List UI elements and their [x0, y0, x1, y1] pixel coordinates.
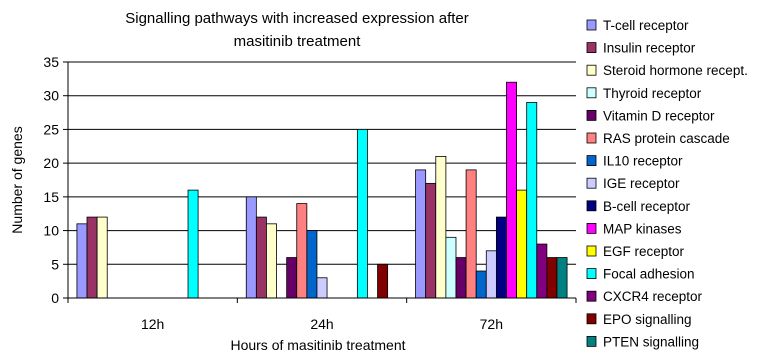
legend-swatch	[586, 87, 597, 99]
legend-label: T-cell receptor	[603, 18, 689, 33]
legend-swatch	[586, 245, 597, 257]
bar-ras-protein-cascade-72h	[465, 169, 477, 299]
legend-label: MAP kinases	[603, 221, 682, 236]
legend-label: RAS protein cascade	[603, 131, 730, 146]
legend-swatch	[586, 335, 597, 347]
bars	[76, 81, 568, 299]
bar-thyroid-receptor-72h	[445, 236, 457, 299]
legend-label: Steroid hormone recept.	[603, 63, 748, 78]
legend-swatch	[586, 177, 597, 189]
bar-il10-receptor-24h	[306, 230, 318, 299]
bar-focal-adhesion-72h	[526, 102, 538, 299]
y-tick-label: 30	[43, 88, 59, 104]
bar-steroid-hormone-recept-72h	[435, 155, 447, 299]
legend-swatch	[586, 222, 597, 234]
x-tick-label: 12h	[141, 316, 164, 332]
y-tick-label: 10	[43, 223, 59, 239]
bar-ige-receptor-24h	[316, 277, 328, 299]
legend-swatch	[586, 132, 597, 144]
bar-t-cell-receptor-24h	[245, 196, 257, 299]
bar-steroid-hormone-recept-12h	[96, 216, 108, 299]
legend-swatch	[586, 64, 597, 76]
legend-label: EGF receptor	[603, 244, 685, 259]
bar-insulin-receptor-12h	[86, 216, 98, 299]
x-tick-label: 72h	[480, 316, 503, 332]
legend-label: Thyroid receptor	[603, 86, 702, 101]
y-tick-label: 0	[51, 290, 59, 306]
bar-epo-signalling-24h	[377, 263, 389, 299]
legend: T-cell receptor Insulin receptor Steroid h…	[586, 18, 748, 349]
legend-swatch	[586, 19, 597, 31]
legend-swatch	[586, 268, 597, 280]
y-tick-label: 35	[43, 54, 59, 70]
legend-label: Insulin receptor	[603, 41, 696, 56]
y-tick-label: 5	[51, 256, 59, 272]
chart-title-line-1: Signalling pathways with increased expre…	[125, 10, 469, 27]
legend-swatch	[586, 155, 597, 167]
x-ticks: 12h 24h 72h	[67, 298, 577, 332]
bar-steroid-hormone-recept-24h	[266, 223, 277, 299]
bar-vitamin-d-receptor-72h	[455, 257, 467, 299]
legend-label: B-cell receptor	[603, 199, 691, 214]
bar-map-kinases-72h	[506, 81, 517, 299]
legend-swatch	[586, 313, 597, 325]
bar-cxcr4-receptor-72h	[536, 243, 548, 299]
legend-label: EPO signalling	[603, 312, 692, 327]
legend-swatch	[586, 290, 597, 302]
y-axis-label: Number of genes	[9, 126, 25, 233]
bar-b-cell-receptor-72h	[495, 216, 507, 299]
chart-title-line-2: masitinib treatment	[234, 33, 362, 50]
y-tick-label: 25	[43, 121, 59, 137]
bar-ras-protein-cascade-24h	[296, 203, 308, 299]
y-tick-label: 15	[43, 189, 59, 205]
y-tick-label: 20	[43, 155, 59, 171]
x-axis-label: Hours of masitinib treatment	[230, 337, 405, 353]
gridlines	[68, 61, 576, 265]
legend-label: PTEN signalling	[603, 334, 699, 349]
bar-insulin-receptor-72h	[425, 182, 437, 299]
legend-label: IL10 receptor	[603, 154, 683, 169]
bar-insulin-receptor-24h	[255, 216, 267, 299]
axes	[67, 62, 576, 299]
legend-label: IGE receptor	[603, 176, 680, 191]
bar-il10-receptor-72h	[475, 270, 487, 299]
bar-ige-receptor-72h	[485, 250, 497, 299]
x-tick-label: 24h	[310, 316, 333, 332]
bar-focal-adhesion-12h	[187, 189, 199, 299]
legend-label: Focal adhesion	[603, 267, 695, 282]
bar-focal-adhesion-24h	[356, 129, 368, 299]
bar-epo-signalling-72h	[546, 257, 558, 299]
y-ticks: 0 5 10 15 20 25 30 35	[43, 54, 68, 306]
bar-egf-receptor-72h	[516, 189, 528, 299]
bar-vitamin-d-receptor-24h	[286, 257, 298, 299]
legend-swatch	[586, 110, 597, 121]
bar-t-cell-receptor-72h	[415, 169, 427, 299]
bar-t-cell-receptor-12h	[76, 223, 88, 299]
legend-label: CXCR4 receptor	[603, 289, 703, 304]
legend-swatch	[586, 200, 597, 212]
legend-swatch	[586, 42, 597, 53]
bar-pten-signalling-72h	[556, 257, 568, 299]
legend-label: Vitamin D receptor	[603, 108, 715, 123]
